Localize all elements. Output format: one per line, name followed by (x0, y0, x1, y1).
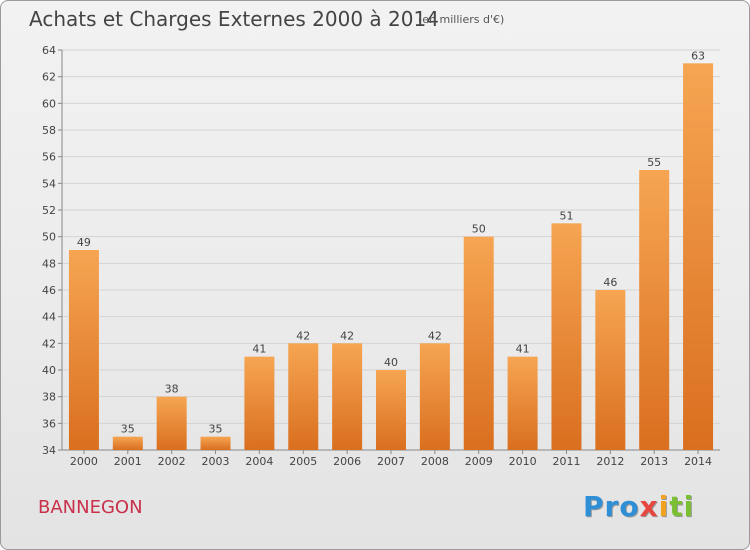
logo-part-x: x (639, 490, 659, 523)
y-tick-label: 46 (42, 284, 56, 297)
x-tick-label: 2002 (158, 455, 186, 468)
bar-2006 (332, 343, 363, 450)
chart-subtitle: (en milliers d'€) (418, 13, 505, 26)
chart-title: Achats et Charges Externes 2000 à 2014 (29, 7, 439, 31)
bar-2011 (551, 223, 582, 450)
y-tick-label: 42 (42, 337, 56, 350)
data-label-2005: 42 (296, 329, 310, 342)
x-tick-label: 2011 (552, 455, 580, 468)
bars-group (68, 63, 714, 450)
y-tick-label: 40 (42, 364, 56, 377)
data-label-2012: 46 (603, 276, 617, 289)
y-tick-label: 34 (42, 444, 56, 457)
x-tick-label: 2007 (377, 455, 405, 468)
y-tick-label: 56 (42, 151, 56, 164)
bar-2002 (156, 396, 187, 450)
y-tick-label: 52 (42, 204, 56, 217)
logo-part-i: i (658, 490, 670, 523)
x-tick-label: 2013 (640, 455, 668, 468)
x-tick-label: 2012 (596, 455, 624, 468)
x-tick-label: 2006 (333, 455, 361, 468)
x-tick-label: 2005 (289, 455, 317, 468)
y-tick-label: 44 (42, 311, 56, 324)
x-tick-label: 2010 (509, 455, 537, 468)
data-label-2006: 42 (340, 329, 354, 342)
bar-2014 (683, 63, 714, 450)
x-tick-label: 2014 (684, 455, 712, 468)
bar-2004 (244, 356, 275, 450)
data-label-2010: 41 (516, 343, 530, 356)
y-tick-label: 38 (42, 391, 56, 404)
y-tick-label: 54 (42, 177, 56, 190)
y-tick-label: 48 (42, 257, 56, 270)
logo-part-ti: ti (669, 490, 695, 523)
bar-2003 (200, 436, 231, 450)
data-label-2002: 38 (165, 383, 179, 396)
y-tick-label: 50 (42, 231, 56, 244)
data-label-2003: 35 (209, 423, 223, 436)
x-tick-label: 2008 (421, 455, 449, 468)
y-tick-label: 64 (42, 44, 56, 57)
data-label-2004: 41 (252, 343, 266, 356)
data-label-2009: 50 (472, 223, 486, 236)
bar-2005 (288, 343, 319, 450)
x-tick-label: 2004 (245, 455, 273, 468)
y-tick-label: 62 (42, 71, 56, 84)
x-tick-label: 2001 (114, 455, 142, 468)
data-label-2013: 55 (647, 156, 661, 169)
bar-2007 (376, 370, 406, 450)
data-label-2011: 51 (559, 209, 573, 222)
bar-2009 (463, 236, 494, 450)
data-label-2000: 49 (77, 236, 91, 249)
bar-2012 (595, 290, 626, 450)
x-tick-label: 2009 (465, 455, 493, 468)
bar-2008 (419, 343, 450, 450)
bar-2010 (507, 356, 538, 450)
x-tick-label: 2000 (70, 455, 98, 468)
proxiti-logo: Proxiti (583, 490, 694, 523)
data-label-2014: 63 (691, 49, 705, 62)
y-tick-label: 36 (42, 417, 56, 430)
x-tick-label: 2003 (202, 455, 230, 468)
data-label-2007: 40 (384, 356, 398, 369)
y-tick-label: 60 (42, 97, 56, 110)
data-label-2001: 35 (121, 423, 135, 436)
logo-part-pro: Pro (583, 490, 640, 523)
bar-2001 (112, 436, 143, 450)
y-tick-label: 58 (42, 124, 56, 137)
labels-group: 2000 49 2001 35 2002 38 2003 35 2004 41 2005 42 2006… (70, 49, 712, 468)
bar-2013 (639, 170, 670, 450)
bar-2000 (68, 250, 99, 450)
city-name: BANNEGON (38, 497, 143, 518)
data-label-2008: 42 (428, 329, 442, 342)
